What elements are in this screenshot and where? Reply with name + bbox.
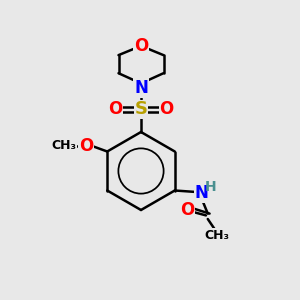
Text: S: S xyxy=(134,100,148,118)
Text: CH₃: CH₃ xyxy=(51,139,76,152)
Text: CH₃: CH₃ xyxy=(204,229,229,242)
Text: N: N xyxy=(195,184,209,202)
Text: N: N xyxy=(134,79,148,97)
Text: O: O xyxy=(108,100,123,118)
Text: H: H xyxy=(204,180,216,194)
Text: O: O xyxy=(180,201,194,219)
Text: O: O xyxy=(134,37,148,55)
Text: O: O xyxy=(159,100,174,118)
Text: O: O xyxy=(79,136,93,154)
